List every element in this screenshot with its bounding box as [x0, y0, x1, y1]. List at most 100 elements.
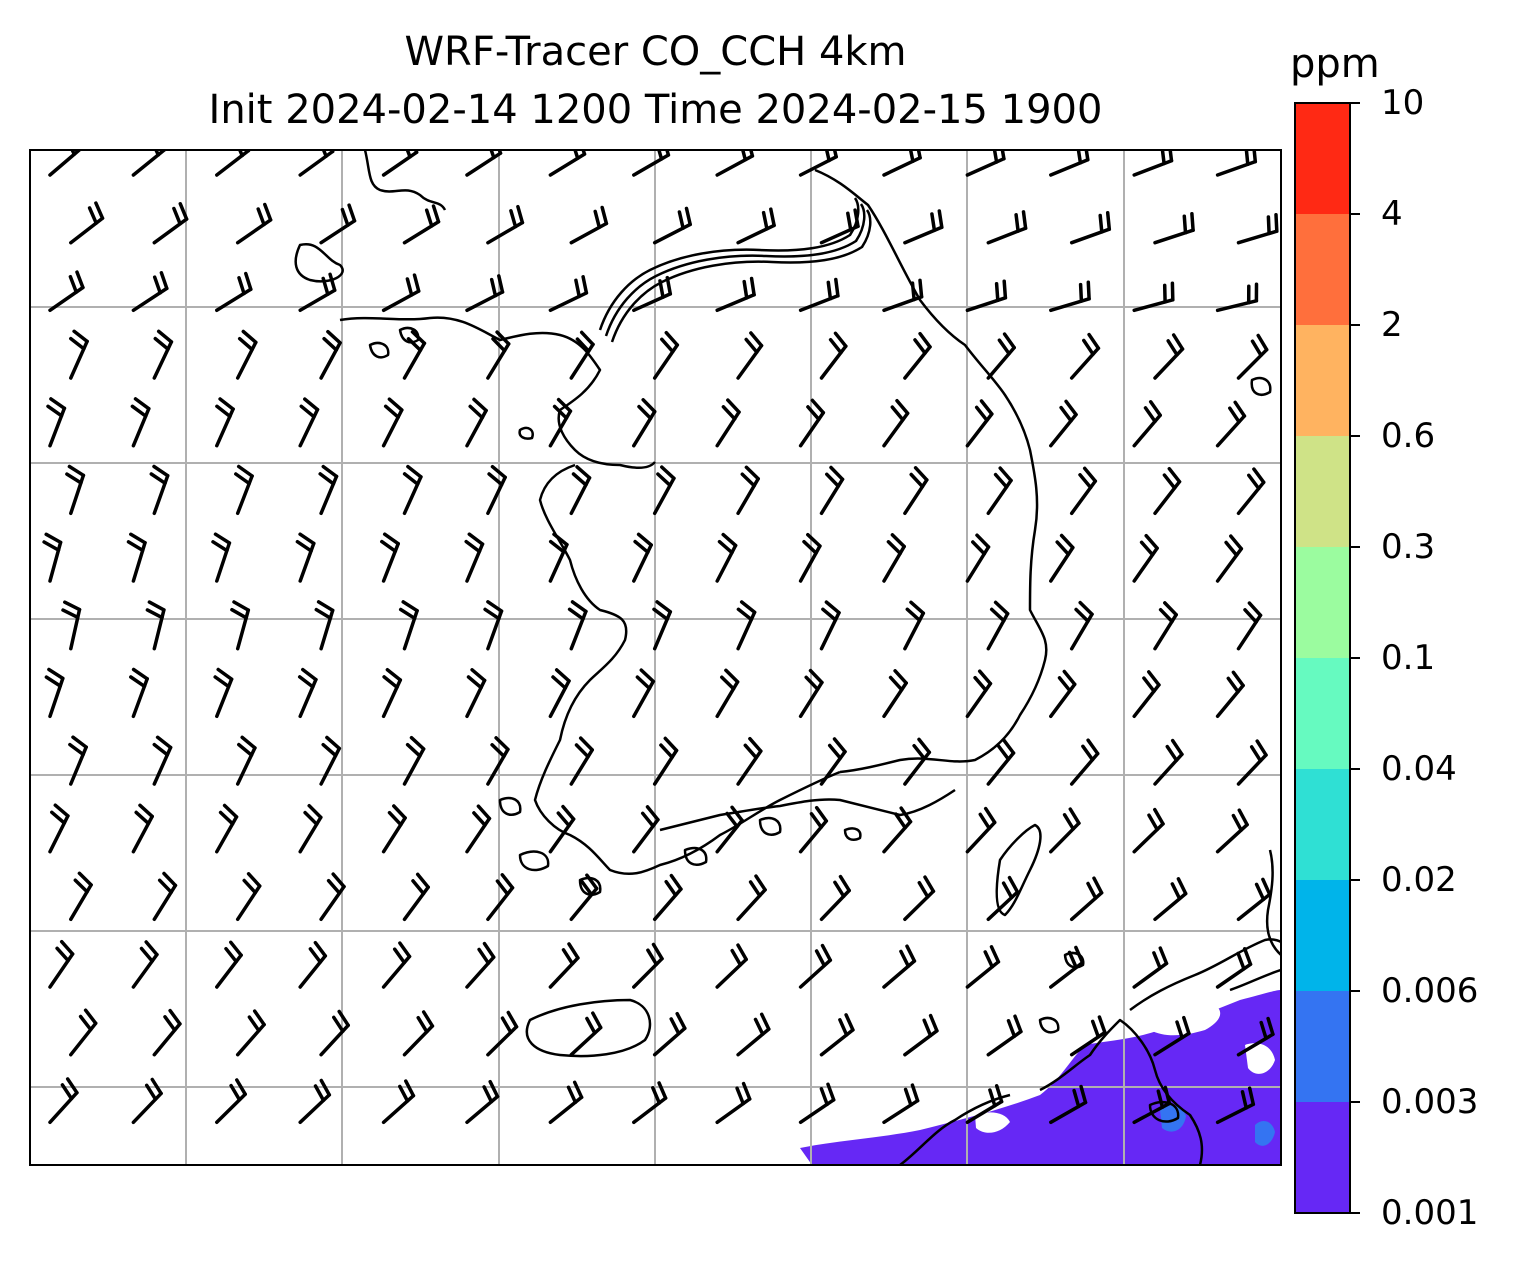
wind-barb [1069, 332, 1101, 380]
colorbar-block [1295, 436, 1350, 547]
coastline-sw-islands-b [518, 850, 550, 872]
coastline-ulleung [1250, 376, 1272, 396]
wind-barb [819, 331, 848, 380]
wind-barb [464, 532, 485, 583]
map-title-line2: Init 2024-02-14 1200 Time 2024-02-15 190… [208, 87, 1103, 133]
wind-barb [152, 1008, 182, 1057]
wind-barb [1236, 1016, 1275, 1057]
wind-barb [965, 669, 993, 719]
wind-barb [965, 279, 1008, 313]
wind-barb [381, 804, 407, 854]
wind-barb [131, 271, 169, 313]
wind-barb [319, 203, 357, 245]
wind-barb [986, 332, 1016, 380]
coastline-japan-kyushu-2 [1039, 1018, 1204, 1165]
wind-barb [465, 804, 492, 854]
wind-barb [548, 397, 573, 448]
tracer-field [800, 990, 1281, 1165]
wind-barb [131, 1077, 163, 1125]
wind-barb [798, 805, 829, 854]
tracer-plume-second-band-2 [1255, 1120, 1275, 1146]
wind-barb [402, 1010, 435, 1057]
wind-barb [652, 1011, 687, 1057]
wind-barb [402, 204, 441, 245]
wind-barb [903, 737, 932, 786]
wind-barb [736, 331, 764, 380]
wind-barb [548, 150, 587, 177]
wind-barb [632, 805, 660, 854]
wind-barb [965, 1084, 1004, 1125]
coastline-sw-islands-f [843, 827, 862, 841]
wind-barb [215, 1078, 247, 1125]
wind-barb [1215, 282, 1259, 313]
wind-barb [1069, 876, 1104, 922]
wind-barb [882, 944, 917, 989]
coastline-east [814, 168, 1048, 774]
wind-barb [548, 668, 571, 719]
wind-barb [819, 1013, 855, 1057]
wind-barb [1049, 399, 1078, 448]
wind-barb [381, 397, 404, 448]
wind-barb [986, 1014, 1023, 1057]
wind-barb [632, 532, 653, 583]
wind-barb [652, 600, 673, 651]
wind-barb [882, 806, 913, 854]
wind-barb [319, 1009, 350, 1057]
wind-barb [69, 201, 105, 245]
colorbar-block [1295, 214, 1350, 325]
wind-barb [819, 600, 841, 651]
wind-barb [1132, 150, 1174, 177]
tracer-plume-second-band [1160, 1105, 1186, 1132]
wind-barb [715, 276, 756, 313]
coastline-sw-islands-a [498, 796, 522, 816]
wind-barb [152, 202, 189, 245]
wind-barb [1153, 1015, 1191, 1057]
wind-barb [131, 803, 154, 854]
wind-barb [215, 803, 239, 854]
wind-barb [319, 735, 342, 786]
wind-barb [1236, 739, 1268, 786]
wind-barb [1153, 212, 1195, 245]
wind-barb [1049, 669, 1077, 719]
coastline-west [339, 316, 656, 470]
wind-barb [882, 150, 922, 177]
wind-barb [42, 532, 63, 583]
wind-barbs [42, 150, 1279, 1125]
map-frame [29, 149, 1282, 1166]
wind-barb [1215, 670, 1245, 719]
colorbar-block [1295, 325, 1350, 436]
coastline-japan-east-edge [1265, 849, 1281, 956]
wind-barb [882, 533, 906, 583]
wind-barb [632, 1081, 668, 1125]
coastline-west-islands-b [368, 341, 390, 359]
wind-barb [1132, 533, 1159, 583]
wind-barb [69, 1008, 98, 1057]
wind-barb [297, 667, 318, 719]
wind-barb [715, 532, 738, 583]
colorbar-tick-label: 0.003 [1381, 1082, 1479, 1122]
wind-barb [569, 873, 599, 922]
wind-barb [235, 872, 262, 922]
wind-barb [736, 1012, 771, 1057]
wind-barb [211, 532, 232, 583]
wind-barb [1153, 466, 1182, 516]
wind-barb [798, 532, 822, 583]
wind-barb [632, 942, 664, 989]
wind-barb [486, 204, 525, 245]
wind-barb [882, 1083, 920, 1125]
tracer-plume-hole-2 [1245, 1043, 1275, 1074]
wind-barb [819, 874, 851, 922]
coastline-sw-islands-e [758, 816, 782, 836]
colorbar-block [1295, 658, 1350, 769]
wind-barb [381, 941, 412, 989]
wind-barb [48, 939, 75, 989]
wind-barb [965, 150, 1006, 177]
wind-barb [798, 668, 824, 719]
wind-barb [569, 330, 595, 380]
wind-barb [131, 150, 167, 177]
wind-barb [632, 275, 673, 313]
wind-barb [965, 533, 991, 583]
wind-barb [1049, 807, 1081, 854]
wind-barb [319, 872, 346, 922]
wind-barb [152, 735, 173, 786]
